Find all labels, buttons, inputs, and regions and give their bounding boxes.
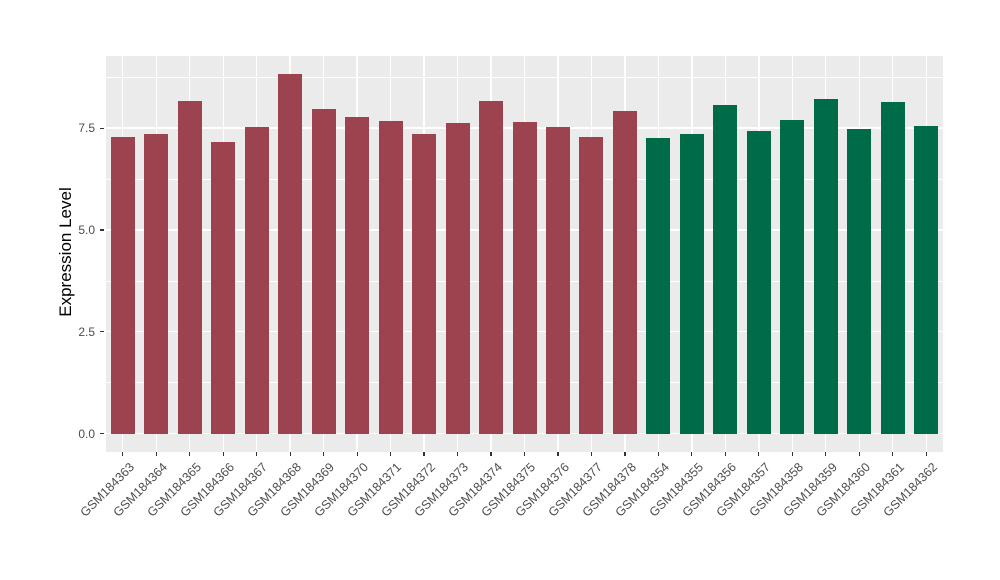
bar-GSM184372 [412,134,437,434]
x-tick-mark [356,452,358,456]
bar-GSM184365 [177,101,202,434]
bar-GSM184368 [278,74,303,434]
x-tick-mark [189,452,191,456]
bar-GSM184367 [244,127,269,434]
bar-GSM184370 [345,117,370,434]
x-tick-mark [858,452,860,456]
x-tick-mark [289,452,291,456]
y-tick-mark [100,127,104,129]
bar-GSM184359 [813,99,838,434]
bar-GSM184373 [445,123,470,434]
bar-GSM184376 [545,127,570,434]
bar-GSM184363 [110,137,135,434]
plot-panel [106,56,943,452]
y-tick-label: 2.5 [78,324,95,339]
x-tick-mark [657,452,659,456]
x-tick-mark [925,452,927,456]
y-axis-title: Expression Level [56,187,75,317]
bar-GSM184374 [479,101,504,434]
y-tick-mark [100,229,104,231]
bar-GSM184378 [612,111,637,434]
x-tick-mark [758,452,760,456]
x-tick-mark [155,452,157,456]
y-tick-mark [100,433,104,435]
bar-GSM184358 [780,119,805,434]
y-tick-label: 5.0 [78,222,95,237]
x-tick-mark [256,452,258,456]
bar-GSM184355 [679,134,704,434]
x-tick-mark [423,452,425,456]
x-tick-mark [389,452,392,456]
bar-GSM184354 [646,138,671,434]
x-tick-mark [523,452,526,456]
bar-GSM184356 [713,105,738,434]
x-tick-mark [323,452,325,456]
bar-GSM184371 [378,121,403,434]
x-tick-mark [624,452,626,456]
y-tick-mark [100,331,104,333]
bar-GSM184361 [880,102,905,434]
bar-GSM184369 [311,108,336,434]
bar-GSM184362 [914,126,939,434]
bar-GSM184360 [847,128,872,434]
y-tick-label: 7.5 [78,121,95,136]
x-tick-mark [691,452,693,456]
bar-GSM184377 [579,137,604,434]
x-tick-mark [490,452,492,456]
x-tick-mark [825,452,827,456]
x-tick-mark [122,452,124,456]
y-tick-label: 0.0 [78,426,95,441]
x-tick-mark [724,452,726,456]
x-tick-mark [590,452,593,456]
bar-GSM184364 [144,134,169,434]
bar-GSM184375 [512,122,537,434]
bar-GSM184357 [746,130,771,434]
x-tick-mark [892,452,894,456]
x-tick-mark [456,452,459,456]
x-tick-mark [557,452,559,456]
x-tick-mark [791,452,793,456]
x-tick-mark [222,452,224,456]
bar-GSM184366 [211,141,236,434]
